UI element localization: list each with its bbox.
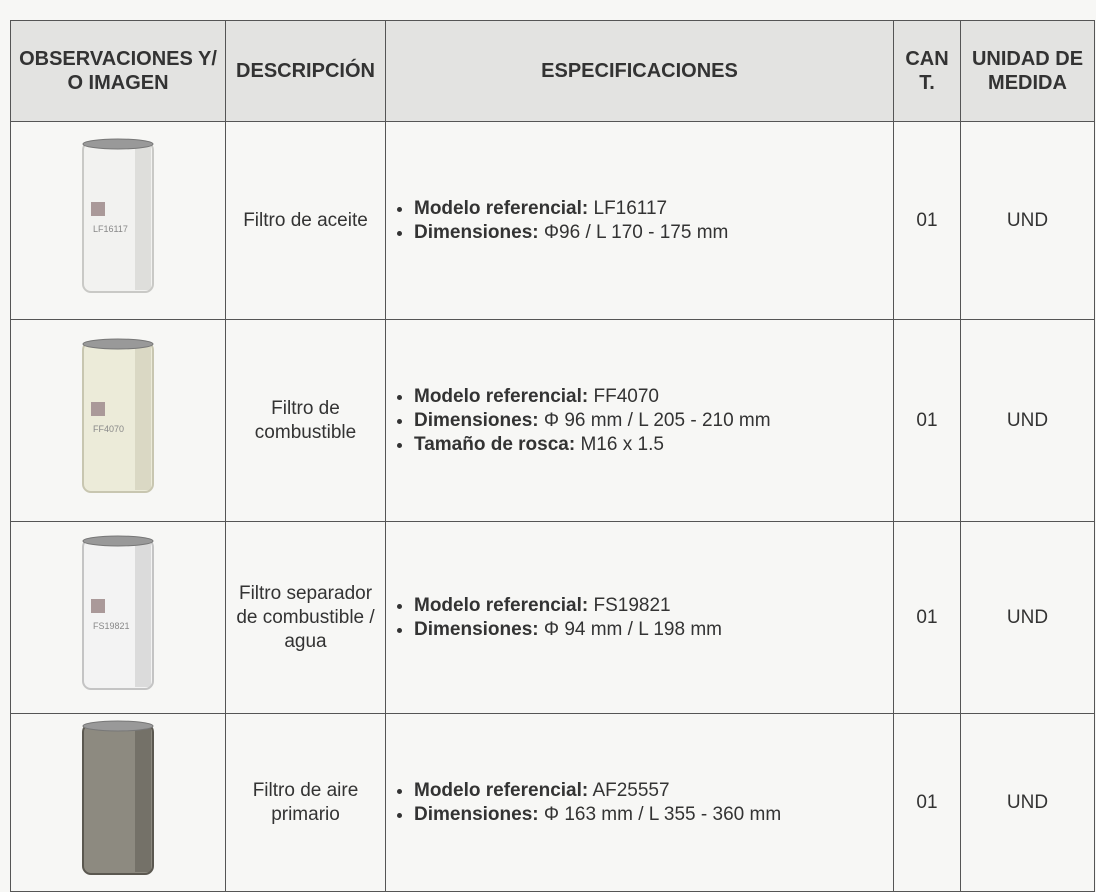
spec-label: Dimensiones: [414, 803, 539, 825]
row: FF4070 Filtro de combustible Modelo refere… [10, 319, 1095, 522]
specs-cell: Modelo referencial: FF4070Dimensiones: Φ… [385, 319, 894, 522]
spec-label: Dimensiones: [414, 618, 539, 640]
spec-value: LF16117 [593, 197, 668, 219]
spec-item: Dimensiones: Φ96 / L 170 - 175 mm [414, 221, 887, 245]
spec-item: Modelo referencial: FF4070 [414, 385, 887, 409]
spec-item: Dimensiones: Φ 94 mm / L 198 mm [414, 618, 887, 642]
unit: UND [960, 521, 1095, 714]
spec-list: Modelo referencial: AF25557Dimensiones: … [392, 779, 887, 827]
spec-value: Φ 96 mm / L 205 - 210 mm [543, 409, 771, 431]
filter-shade [135, 726, 151, 872]
spec-label: Modelo referencial: [414, 197, 589, 219]
row: FS19821 Filtro separador de combustible /… [10, 521, 1095, 714]
spec-value: M16 x 1.5 [580, 433, 664, 455]
spec-label: Dimensiones: [414, 409, 539, 431]
filter-label: LF16117 [93, 224, 128, 234]
filter-logo [91, 402, 105, 416]
filter-top [82, 338, 154, 350]
filter-top [82, 138, 154, 150]
specs-cell: Modelo referencial: AF25557Dimensiones: … [385, 713, 894, 892]
spec-label: Modelo referencial: [414, 385, 589, 407]
spec-value: AF25557 [592, 779, 670, 801]
filter-top [82, 720, 154, 732]
spec-item: Dimensiones: Φ 96 mm / L 205 - 210 mm [414, 409, 887, 433]
unit: UND [960, 121, 1095, 320]
spec-list: Modelo referencial: FF4070Dimensiones: Φ… [392, 385, 887, 457]
quantity: 01 [893, 121, 961, 320]
spec-label: Modelo referencial: [414, 779, 589, 801]
description: Filtro de combustible [225, 319, 386, 522]
header-row: OBSERVACIONES Y/O IMAGEN DESCRIPCIÓN ESPEC… [10, 20, 1095, 122]
unit: UND [960, 713, 1095, 892]
spec-label: Dimensiones: [414, 221, 539, 243]
spec-label: Tamaño de rosca: [414, 433, 576, 455]
spec-item: Dimensiones: Φ 163 mm / L 355 - 360 mm [414, 803, 887, 827]
filter-top [82, 535, 154, 547]
filter-shade [135, 541, 151, 687]
header-cell: CANT. [893, 20, 961, 122]
quantity: 01 [893, 319, 961, 522]
specs-cell: Modelo referencial: FS19821Dimensiones: … [385, 521, 894, 714]
description: Filtro separador de combustible / agua [225, 521, 386, 714]
unit: UND [960, 319, 1095, 522]
filter-image: FF4070 [82, 338, 154, 493]
header-cell: OBSERVACIONES Y/O IMAGEN [10, 20, 226, 122]
spec-value: FF4070 [593, 385, 659, 407]
spec-list: Modelo referencial: FS19821Dimensiones: … [392, 594, 887, 642]
filter-logo [91, 202, 105, 216]
filter-image [82, 720, 154, 875]
filter-logo [91, 599, 105, 613]
filter-shade [135, 344, 151, 490]
quantity: 01 [893, 521, 961, 714]
quantity: 01 [893, 713, 961, 892]
header-cell: ESPECIFICACIONES [385, 20, 894, 122]
spec-table: OBSERVACIONES Y/O IMAGEN DESCRIPCIÓN ESPEC… [10, 20, 1095, 892]
spec-value: Φ 163 mm / L 355 - 360 mm [543, 803, 782, 825]
description: Filtro de aceite [225, 121, 386, 320]
spec-label: Modelo referencial: [414, 594, 589, 616]
spec-item: Modelo referencial: AF25557 [414, 779, 887, 803]
image-cell [10, 713, 226, 892]
image-cell: FF4070 [10, 319, 226, 522]
spec-item: Modelo referencial: LF16117 [414, 197, 887, 221]
image-cell: LF16117 [10, 121, 226, 320]
spec-item: Tamaño de rosca: M16 x 1.5 [414, 433, 887, 457]
filter-label: FF4070 [93, 424, 124, 434]
page: OBSERVACIONES Y/O IMAGEN DESCRIPCIÓN ESPEC… [0, 0, 1096, 871]
spec-value: FS19821 [593, 594, 671, 616]
image-cell: FS19821 [10, 521, 226, 714]
filter-shade [135, 144, 151, 290]
filter-label: FS19821 [93, 621, 130, 631]
spec-item: Modelo referencial: FS19821 [414, 594, 887, 618]
row: Filtro de aire primarioModelo referencia… [10, 713, 1095, 892]
header-cell: UNIDAD DE MEDIDA [960, 20, 1095, 122]
specs-cell: Modelo referencial: LF16117Dimensiones: … [385, 121, 894, 320]
filter-image: FS19821 [82, 535, 154, 690]
description: Filtro de aire primario [225, 713, 386, 892]
spec-value: Φ 94 mm / L 198 mm [543, 618, 722, 640]
spec-value: Φ96 / L 170 - 175 mm [543, 221, 729, 243]
filter-image: LF16117 [82, 138, 154, 293]
spec-list: Modelo referencial: LF16117Dimensiones: … [392, 197, 887, 245]
header-cell: DESCRIPCIÓN [225, 20, 386, 122]
